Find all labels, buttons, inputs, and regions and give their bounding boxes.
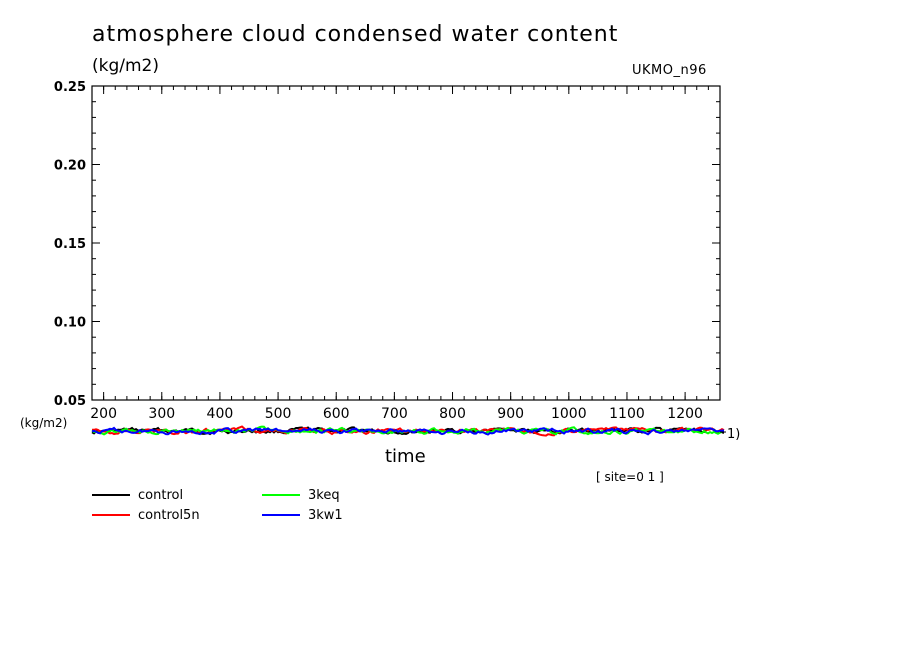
legend-item-control5n: control5n (92, 506, 200, 524)
y-axis-units-repeat: (kg/m2) (20, 416, 68, 430)
chart-title: atmosphere cloud condensed water content (92, 22, 619, 47)
x-tick-label: 700 (381, 406, 408, 422)
y-axis: 0.05 0.10 0.15 0.20 0.25 (54, 80, 720, 409)
y-tick-label: 0.05 (54, 394, 86, 409)
legend-item-3kw1: 3kw1 (262, 506, 343, 524)
legend-swatch-3keq (262, 494, 300, 496)
y-tick-label: 0.25 (54, 80, 86, 95)
legend-label-3keq: 3keq (308, 487, 340, 503)
legend-swatch-3kw1 (262, 514, 300, 516)
x-tick-label: 600 (323, 406, 350, 422)
legend-item-3keq: 3keq (262, 486, 340, 504)
x-axis: 200 300 400 500 600 700 800 900 1000 1100 1200 (90, 86, 721, 422)
legend-label-control5n: control5n (138, 507, 200, 523)
x-tick-label: 1000 (551, 406, 587, 422)
y-tick-label: 0.10 (54, 316, 86, 331)
legend: control control5n 3keq 3kw1 (92, 486, 422, 526)
y-axis-units: (kg/m2) (92, 56, 160, 76)
x-tick-label: 300 (148, 406, 175, 422)
legend-label-control: control (138, 487, 184, 503)
x-tick-label: 800 (439, 406, 466, 422)
plot-frame (91, 85, 721, 401)
legend-swatch-control (92, 494, 130, 496)
axis-suffix-label: 1) (727, 427, 740, 442)
x-tick-label: 1100 (609, 406, 645, 422)
legend-label-3kw1: 3kw1 (308, 507, 343, 523)
y-tick-label: 0.20 (54, 159, 86, 174)
series-layer (91, 425, 726, 437)
legend-swatch-control5n (92, 514, 130, 516)
x-tick-label: 1200 (667, 406, 703, 422)
y-tick-label: 0.15 (54, 237, 86, 252)
series-line-3kw1 (91, 426, 724, 436)
model-label: UKMO_n96 (632, 63, 707, 78)
x-axis-title: time (385, 446, 426, 467)
x-tick-label: 400 (207, 406, 234, 422)
legend-item-control: control (92, 486, 183, 504)
x-tick-label: 500 (265, 406, 292, 422)
site-label: [ site=0 1 ] (596, 470, 664, 484)
x-tick-label: 200 (90, 406, 117, 422)
x-tick-label: 900 (497, 406, 524, 422)
